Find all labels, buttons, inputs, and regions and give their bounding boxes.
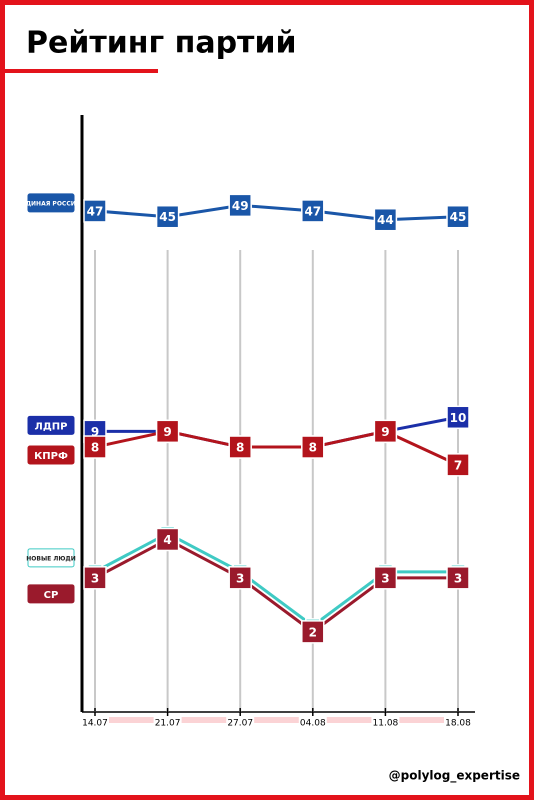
point-marker (228, 435, 252, 459)
point-marker (301, 199, 325, 223)
x-band (181, 717, 227, 723)
data-label: 49 (232, 199, 249, 213)
chart-title: Рейтинг партий (26, 26, 296, 61)
point-marker (301, 620, 325, 644)
legend-label: КПРФ (34, 451, 68, 462)
data-label: 45 (450, 210, 467, 224)
data-label: 44 (377, 213, 394, 227)
title-underline (5, 69, 158, 73)
point-marker (446, 566, 470, 590)
x-band (109, 717, 154, 723)
x-tick-label: 27.07 (227, 719, 253, 729)
series-line (94, 203, 459, 222)
point-marker (228, 566, 252, 590)
data-label: 3 (91, 571, 99, 585)
x-tick-label: 04.08 (300, 719, 326, 729)
x-band (399, 717, 444, 723)
source: @polylog_expertise (389, 769, 520, 784)
data-label: 4 (163, 533, 171, 547)
point-marker (446, 453, 470, 477)
data-label: 9 (163, 425, 171, 439)
legend-label: НОВЫЕ ЛЮДИ (26, 555, 76, 562)
point-marker (301, 435, 325, 459)
legend-label: ЕДИНАЯ РОССИЯ (22, 200, 81, 207)
point-marker (83, 435, 107, 459)
data-label: 8 (236, 441, 244, 455)
legend-swatch (27, 584, 75, 604)
x-tick-label: 14.07 (82, 719, 108, 729)
data-label: 2 (309, 625, 317, 639)
legend-swatch (27, 445, 75, 465)
series-line (94, 531, 458, 628)
data-label: 47 (304, 204, 321, 218)
x-band (254, 717, 299, 723)
data-label: 7 (454, 458, 462, 472)
x-tick-label: 21.07 (155, 719, 181, 729)
data-label: 45 (159, 210, 176, 224)
x-tick-label: 18.08 (445, 719, 471, 729)
point-marker (155, 419, 180, 444)
x-band (326, 717, 372, 723)
x-tick-label: 11.08 (373, 719, 399, 729)
data-label: 10 (450, 411, 467, 425)
data-label: 9 (91, 425, 99, 439)
point-marker (228, 193, 252, 218)
data-label: 3 (236, 571, 244, 585)
point-marker (446, 204, 470, 229)
point-marker (373, 566, 398, 590)
legend-swatch (27, 548, 75, 568)
data-label: 8 (309, 441, 317, 455)
data-label: 3 (454, 571, 462, 585)
legend-label: СР (44, 590, 59, 601)
point-marker (373, 419, 398, 444)
point-marker (83, 199, 107, 223)
series-line (94, 537, 458, 634)
data-label: 47 (87, 204, 104, 218)
legend-swatch (27, 415, 75, 435)
data-label: 9 (381, 425, 389, 439)
series-line (94, 429, 459, 467)
data-label: 3 (381, 571, 389, 585)
point-marker (83, 566, 107, 590)
legend-label: ЛДПР (35, 421, 68, 432)
point-marker (155, 527, 180, 552)
legend-swatch (27, 193, 75, 213)
point-marker (155, 204, 180, 229)
point-marker (373, 207, 398, 232)
data-label: 8 (91, 441, 99, 455)
point-marker (446, 405, 470, 430)
